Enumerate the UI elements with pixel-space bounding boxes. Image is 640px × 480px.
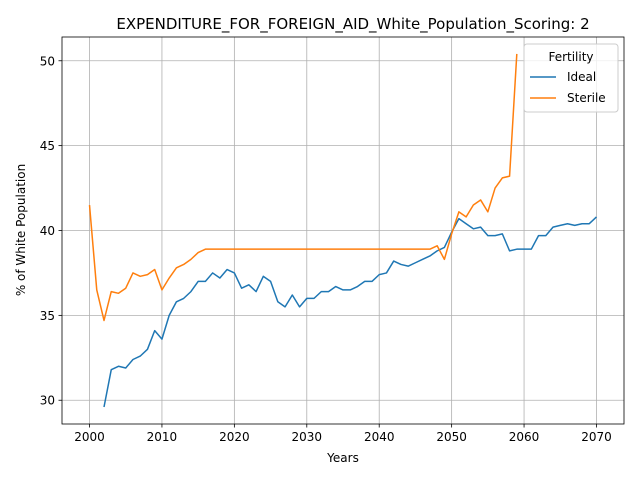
y-tick-label: 30 — [40, 394, 55, 408]
x-tick-label: 2030 — [292, 430, 323, 444]
legend-label-ideal: Ideal — [567, 70, 596, 84]
legend-label-sterile: Sterile — [567, 91, 606, 105]
x-tick-label: 2000 — [74, 430, 105, 444]
y-axis-ticks: 30 35 40 45 50 — [40, 54, 62, 408]
legend: Fertility Ideal Sterile — [523, 43, 619, 113]
x-axis-label: Years — [326, 451, 359, 465]
legend-title: Fertility — [548, 50, 593, 64]
y-tick-label: 45 — [40, 139, 55, 153]
y-tick-label: 40 — [40, 224, 55, 238]
x-tick-label: 2070 — [581, 430, 612, 444]
x-tick-label: 2050 — [436, 430, 467, 444]
y-axis-label: % of White Population — [14, 164, 28, 296]
x-axis-ticks: 2000 2010 2020 2030 2040 2050 2060 2070 — [74, 424, 612, 444]
chart-title: EXPENDITURE_FOR_FOREIGN_AID_White_Popula… — [116, 15, 589, 34]
x-tick-label: 2010 — [147, 430, 178, 444]
y-tick-label: 50 — [40, 54, 55, 68]
series-layer — [88, 53, 597, 408]
legend-box — [523, 43, 619, 113]
x-tick-label: 2020 — [219, 430, 250, 444]
series-line-sterile — [88, 53, 518, 322]
x-tick-label: 2040 — [364, 430, 395, 444]
y-tick-label: 35 — [40, 309, 55, 323]
series-line-ideal — [103, 216, 597, 408]
x-tick-label: 2060 — [509, 430, 540, 444]
